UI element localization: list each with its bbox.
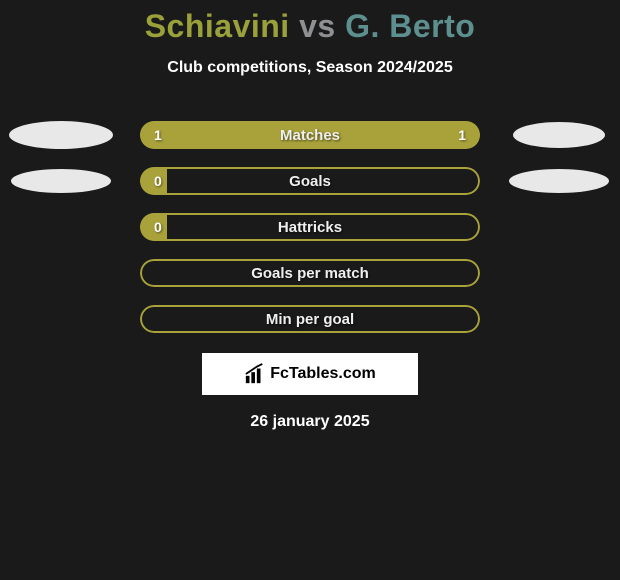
brand-box[interactable]: FcTables.com [202,353,418,395]
player2-badge [513,122,605,148]
stat-value-left: 1 [154,127,162,143]
player1-name: Schiavini [145,8,290,44]
stat-value-right: 1 [458,127,466,143]
player2-name: G. Berto [345,8,475,44]
stat-bar: Min per goal [140,305,480,333]
stat-label: Hattricks [278,219,342,236]
right-badge-slot [504,169,614,193]
stat-value-left: 0 [154,219,162,235]
stat-row: 0 Goals [0,165,620,197]
stat-row: 1 1 Matches [0,119,620,151]
stat-bar: 0 Goals [140,167,480,195]
stat-bar: Goals per match [140,259,480,287]
left-badge-slot [6,169,116,193]
stat-row: Min per goal [0,303,620,335]
brand-text: FcTables.com [270,365,376,383]
stat-row: Goals per match [0,257,620,289]
page-title: Schiavini vs G. Berto [0,8,620,45]
stat-bar: 0 Hattricks [140,213,480,241]
player1-badge [9,121,113,149]
comparison-chart: 1 1 Matches 0 Goals 0 Hattricks Goals per match… [0,119,620,335]
stat-label: Goals [289,173,331,190]
player1-badge [11,169,111,193]
right-badge-slot [504,122,614,148]
stat-label: Goals per match [251,265,369,282]
bars-icon [244,363,266,385]
stat-row: 0 Hattricks [0,211,620,243]
content-root: Schiavini vs G. Berto Club competitions,… [0,0,620,580]
left-badge-slot [6,121,116,149]
player2-badge [509,169,609,193]
stat-label: Matches [280,127,340,144]
stat-value-left: 0 [154,173,162,189]
stat-bar: 1 1 Matches [140,121,480,149]
stat-label: Min per goal [266,311,354,328]
subtitle: Club competitions, Season 2024/2025 [0,59,620,77]
vs-text: vs [299,8,336,44]
date-text: 26 january 2025 [0,413,620,431]
